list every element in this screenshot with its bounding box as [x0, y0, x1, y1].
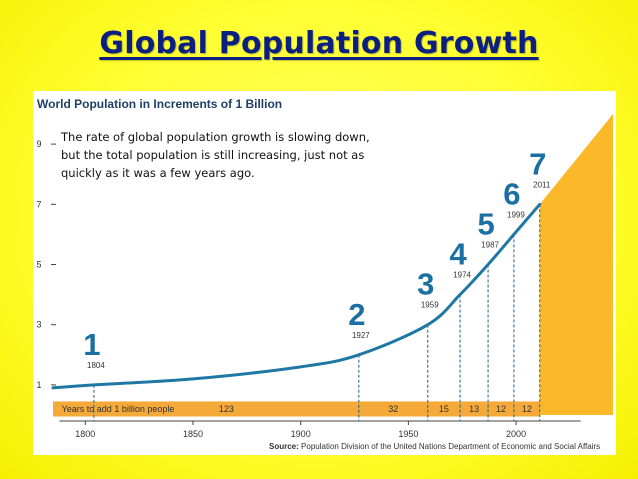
source-text: Population Division of the United Nation… — [301, 442, 600, 451]
years-band-value: 12 — [496, 404, 506, 414]
milestone-year: 1974 — [453, 271, 471, 280]
milestone-number: 3 — [417, 267, 434, 302]
population-chart-figure: World Population in Increments of 1 Bill… — [33, 91, 616, 455]
y-tick-label: 1 — [36, 380, 41, 390]
y-tick-label: 5 — [36, 260, 41, 270]
population-line — [51, 202, 542, 390]
population-chart: World Population in Increments of 1 Bill… — [36, 97, 613, 451]
milestone-number: 7 — [529, 146, 546, 181]
y-tick-label: 7 — [36, 199, 41, 209]
x-tick-label: 1850 — [183, 429, 203, 439]
milestone-year: 1927 — [352, 331, 370, 340]
x-tick-label: 1800 — [75, 429, 95, 439]
x-tick-label: 1900 — [291, 429, 311, 439]
milestone-year: 1959 — [421, 301, 439, 310]
years-band-value: 123 — [219, 404, 234, 414]
milestone-year: 1804 — [87, 361, 105, 370]
source-label: Source: — [269, 442, 299, 451]
caption-line-1: The rate of global population growth is … — [60, 130, 370, 144]
years-band — [53, 401, 540, 417]
slide-title: Global Population Growth — [99, 26, 539, 61]
years-band-label: Years to add 1 billion people — [62, 404, 175, 414]
years-band-value: 12 — [522, 404, 532, 414]
x-tick-label: 1950 — [398, 429, 418, 439]
milestone-year: 2011 — [533, 180, 551, 189]
years-band-value: 15 — [439, 404, 449, 414]
source-note: Source: Population Division of the Unite… — [269, 442, 600, 451]
milestone-year: 1987 — [481, 241, 499, 250]
milestone-number: 2 — [348, 297, 365, 332]
milestone-number: 1 — [83, 327, 100, 362]
years-band-value: 32 — [388, 404, 398, 414]
y-tick-label: 9 — [36, 139, 41, 149]
milestone-number: 4 — [449, 237, 467, 272]
caption-line-2: but the total population is still increa… — [61, 148, 364, 162]
milestone-number: 6 — [503, 176, 520, 211]
years-band-value: 13 — [469, 404, 479, 414]
milestone-year: 1999 — [507, 210, 525, 219]
projection-area — [539, 114, 613, 415]
milestone-number: 5 — [477, 207, 494, 242]
chart-title: World Population in Increments of 1 Bill… — [37, 97, 282, 111]
caption-line-3: quickly as it was a few years ago. — [61, 166, 255, 180]
x-tick-label: 2000 — [506, 429, 526, 439]
y-tick-label: 3 — [36, 320, 41, 330]
